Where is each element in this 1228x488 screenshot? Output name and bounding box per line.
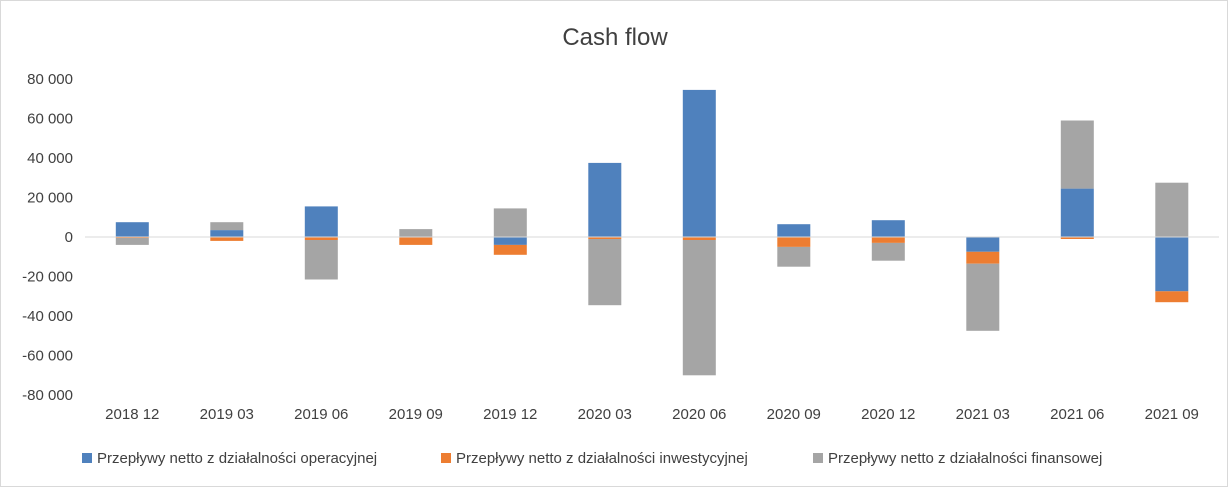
bar-2019-06-series-2 <box>304 240 338 280</box>
bar-2020-12-series-1 <box>871 237 905 243</box>
bar-2020-06-series-2 <box>682 240 716 376</box>
legend-label-1: Przepływy netto z działalności inwestycy… <box>456 450 748 467</box>
bar-2019-03-series-0 <box>210 230 244 237</box>
bar-2019-12-series-0 <box>493 237 527 245</box>
bar-2018-12-series-2 <box>115 238 149 245</box>
chart-title: Cash flow <box>562 24 668 51</box>
x-tick-label: 2019 12 <box>483 406 537 423</box>
bar-2019-12-series-2 <box>493 208 527 237</box>
x-tick-label: 2019 09 <box>389 406 443 423</box>
bar-2019-06-series-1 <box>304 237 338 240</box>
y-tick-label: 0 <box>65 229 73 246</box>
bar-2020-12-series-2 <box>871 242 905 261</box>
x-tick-label: 2020 12 <box>861 406 915 423</box>
legend: Przepływy netto z działalności operacyjn… <box>82 450 1102 467</box>
y-tick-label: 60 000 <box>27 111 73 128</box>
x-tick-label: 2020 03 <box>578 406 632 423</box>
bar-2020-09-series-1 <box>777 237 811 247</box>
bar-2021-03-series-2 <box>966 263 1000 331</box>
bar-2020-03-series-1 <box>588 237 622 239</box>
bar-2021-06-series-1 <box>1060 237 1094 239</box>
x-tick-label: 2021 03 <box>956 406 1010 423</box>
bar-2021-06-series-0 <box>1060 188 1094 237</box>
bar-2021-09-series-1 <box>1155 291 1189 303</box>
bar-2021-09-series-2 <box>1155 182 1189 237</box>
bar-2019-03-series-2 <box>210 222 244 231</box>
bar-2020-09-series-0 <box>777 224 811 237</box>
bar-2019-06-series-0 <box>304 206 338 237</box>
y-tick-label: -60 000 <box>22 348 73 365</box>
bars-group <box>115 89 1189 376</box>
x-tick-label: 2019 06 <box>294 406 348 423</box>
x-tick-label: 2019 03 <box>200 406 254 423</box>
x-tick-label: 2020 06 <box>672 406 726 423</box>
legend-swatch-2 <box>813 453 823 463</box>
bar-2019-09-series-1 <box>399 237 433 245</box>
x-tick-label: 2018 12 <box>105 406 159 423</box>
y-tick-label: -80 000 <box>22 387 73 404</box>
bar-2019-12-series-1 <box>493 244 527 255</box>
bar-2020-06-series-0 <box>682 89 716 238</box>
bar-2020-06-series-1 <box>682 237 716 240</box>
bar-2020-12-series-0 <box>871 220 905 237</box>
y-tick-label: -20 000 <box>22 269 73 286</box>
legend-swatch-1 <box>441 453 451 463</box>
bar-2019-03-series-1 <box>210 237 244 241</box>
y-tick-label: 80 000 <box>27 71 73 88</box>
bar-2021-03-series-0 <box>966 237 1000 252</box>
legend-swatch-0 <box>82 453 92 463</box>
x-tick-label: 2020 09 <box>767 406 821 423</box>
legend-label-2: Przepływy netto z działalności finansowe… <box>828 450 1102 467</box>
y-tick-label: 20 000 <box>27 190 73 207</box>
bar-2021-03-series-1 <box>966 251 1000 264</box>
bar-2021-06-series-2 <box>1060 120 1094 189</box>
y-tick-label: 40 000 <box>27 150 73 167</box>
x-axis-ticks: 2018 12 2019 03 2019 06 2019 09 2019 12 2020 … <box>105 406 1199 423</box>
bar-2020-03-series-0 <box>588 162 622 237</box>
y-tick-label: -40 000 <box>22 308 73 325</box>
bar-2019-09-series-2 <box>399 229 433 237</box>
x-tick-label: 2021 06 <box>1050 406 1104 423</box>
bar-2020-03-series-2 <box>588 239 622 306</box>
legend-label-0: Przepływy netto z działalności operacyjn… <box>97 450 377 467</box>
bar-2018-12-series-0 <box>115 222 149 237</box>
x-tick-label: 2021 09 <box>1145 406 1199 423</box>
bar-2021-09-series-0 <box>1155 237 1189 292</box>
y-axis-ticks: 80 000 60 000 40 000 20 000 0 -20 000 -40 000 -… <box>22 71 73 404</box>
bar-2020-09-series-2 <box>777 246 811 267</box>
